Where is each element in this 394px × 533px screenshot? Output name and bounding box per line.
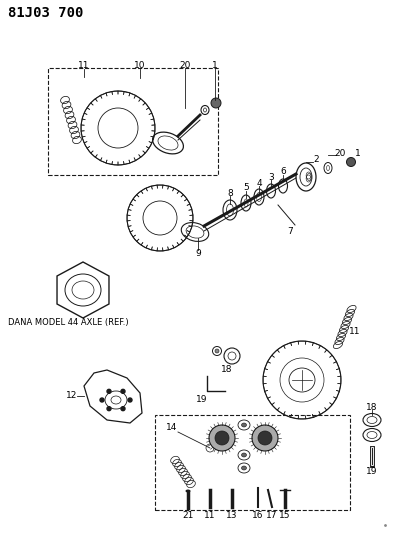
Text: 18: 18 xyxy=(366,403,378,413)
Ellipse shape xyxy=(252,425,278,451)
Text: 19: 19 xyxy=(196,394,208,403)
Text: 20: 20 xyxy=(179,61,191,69)
Text: 3: 3 xyxy=(268,173,274,182)
Text: 15: 15 xyxy=(279,511,291,520)
Text: 7: 7 xyxy=(287,227,293,236)
Ellipse shape xyxy=(242,453,247,457)
Ellipse shape xyxy=(186,489,191,492)
Text: 1: 1 xyxy=(355,149,361,157)
Text: 21: 21 xyxy=(182,511,194,520)
Circle shape xyxy=(121,389,125,393)
Text: 11: 11 xyxy=(204,511,216,520)
Text: 9: 9 xyxy=(195,249,201,259)
Text: 8: 8 xyxy=(227,189,233,198)
Text: 18: 18 xyxy=(221,366,233,375)
Text: 13: 13 xyxy=(226,511,238,520)
Text: DANA MODEL 44 AXLE (REF.): DANA MODEL 44 AXLE (REF.) xyxy=(8,318,128,327)
Text: 11: 11 xyxy=(78,61,90,69)
Ellipse shape xyxy=(242,423,247,427)
Circle shape xyxy=(211,98,221,108)
Circle shape xyxy=(107,389,111,393)
Circle shape xyxy=(107,407,111,410)
Text: 2: 2 xyxy=(313,156,319,165)
Text: 6: 6 xyxy=(280,167,286,176)
Ellipse shape xyxy=(242,466,247,470)
Text: 81J03 700: 81J03 700 xyxy=(8,6,84,20)
Text: 10: 10 xyxy=(134,61,146,69)
Text: 17: 17 xyxy=(266,511,278,520)
Text: 19: 19 xyxy=(366,467,378,477)
Ellipse shape xyxy=(258,431,272,445)
Ellipse shape xyxy=(346,157,355,166)
Circle shape xyxy=(100,398,104,402)
Circle shape xyxy=(121,407,125,410)
Ellipse shape xyxy=(215,431,229,445)
Bar xyxy=(48,68,218,175)
Ellipse shape xyxy=(209,425,235,451)
Text: 4: 4 xyxy=(256,179,262,188)
Text: 20: 20 xyxy=(335,149,346,157)
Ellipse shape xyxy=(215,349,219,353)
Text: 12: 12 xyxy=(66,392,78,400)
Circle shape xyxy=(128,398,132,402)
Bar xyxy=(155,415,350,510)
Text: 16: 16 xyxy=(252,511,264,520)
Text: 5: 5 xyxy=(243,183,249,192)
Text: 1: 1 xyxy=(212,61,218,69)
Text: 14: 14 xyxy=(166,424,178,432)
Text: 11: 11 xyxy=(349,327,361,336)
